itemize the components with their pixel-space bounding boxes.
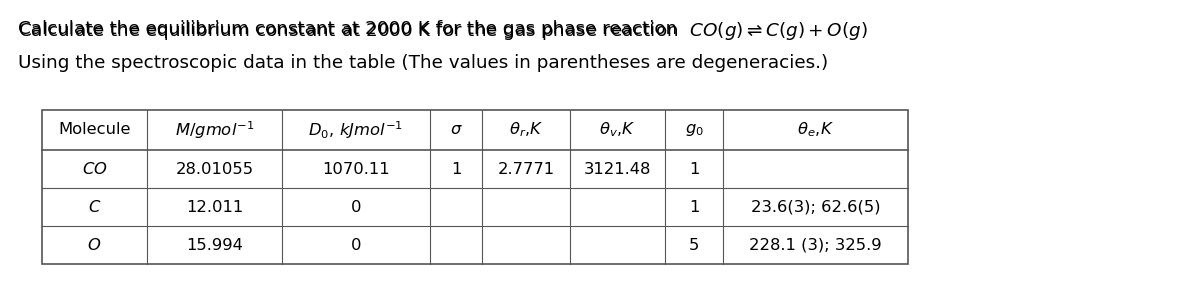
Text: 1: 1 bbox=[689, 162, 700, 177]
Text: 1: 1 bbox=[451, 162, 461, 177]
Text: Calculate the equilibrium constant at 2000 K for the gas phase reaction  $CO(g) : Calculate the equilibrium constant at 20… bbox=[18, 20, 868, 42]
Text: 12.011: 12.011 bbox=[186, 199, 244, 215]
Text: $D_0,\,kJmol^{-1}$: $D_0,\,kJmol^{-1}$ bbox=[308, 119, 403, 141]
Text: Molecule: Molecule bbox=[59, 122, 131, 138]
Text: $\theta_e,\!K$: $\theta_e,\!K$ bbox=[797, 121, 834, 139]
Text: $\theta_v,\!K$: $\theta_v,\!K$ bbox=[599, 121, 636, 139]
Text: 23.6(3); 62.6(5): 23.6(3); 62.6(5) bbox=[751, 199, 881, 215]
Text: $\theta_r,\!K$: $\theta_r,\!K$ bbox=[509, 121, 544, 139]
Text: $C$: $C$ bbox=[88, 199, 101, 215]
Bar bbox=[42, 110, 908, 264]
Text: 1: 1 bbox=[689, 199, 700, 215]
Text: 1070.11: 1070.11 bbox=[322, 162, 390, 177]
Text: $CO$: $CO$ bbox=[82, 161, 107, 177]
Text: 2.7771: 2.7771 bbox=[498, 162, 554, 177]
Text: 5: 5 bbox=[689, 237, 700, 252]
Text: $O$: $O$ bbox=[88, 237, 102, 253]
Text: Calculate the equilibrium constant at 2000 K for the gas phase reaction: Calculate the equilibrium constant at 20… bbox=[18, 20, 689, 38]
Text: $\sigma$: $\sigma$ bbox=[450, 122, 462, 138]
Text: $g_0$: $g_0$ bbox=[684, 122, 703, 138]
Text: 15.994: 15.994 bbox=[186, 237, 242, 252]
Text: 3121.48: 3121.48 bbox=[584, 162, 652, 177]
Text: 0: 0 bbox=[350, 237, 361, 252]
Text: 228.1 (3); 325.9: 228.1 (3); 325.9 bbox=[749, 237, 882, 252]
Text: $M/gmol^{-1}$: $M/gmol^{-1}$ bbox=[175, 119, 254, 141]
Text: 28.01055: 28.01055 bbox=[175, 162, 253, 177]
Text: 0: 0 bbox=[350, 199, 361, 215]
Text: Using the spectroscopic data in the table (The values in parentheses are degener: Using the spectroscopic data in the tabl… bbox=[18, 54, 828, 72]
